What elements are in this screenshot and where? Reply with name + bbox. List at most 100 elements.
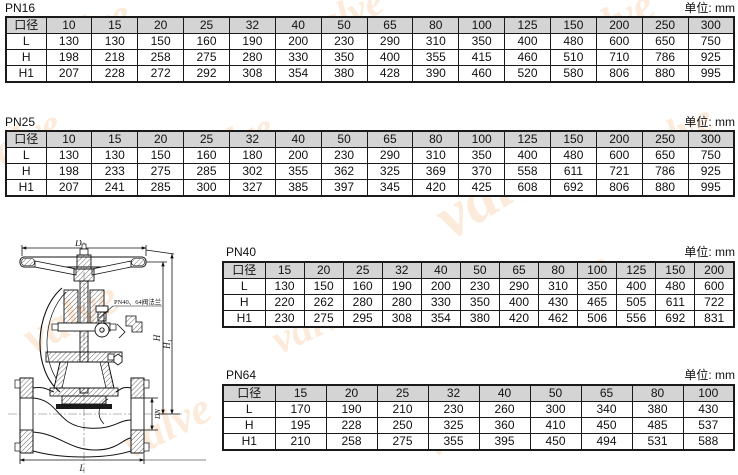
value-cell: 450 (580, 417, 633, 434)
yoke-arm (39, 287, 63, 393)
header-row: 口径 10 15 20 25 32 40 50 65 80 100 125 150 200 250 300 (5, 16, 735, 34)
value-cell: 430 (682, 401, 735, 418)
value-cell: 130 (264, 278, 305, 295)
size-header-cell: 150 (549, 16, 597, 34)
value-cell: 300 (529, 401, 582, 418)
value-cell: 806 (595, 179, 643, 197)
value-cell: 350 (458, 33, 506, 50)
value-cell: 510 (549, 49, 597, 66)
value-cell: 925 (687, 163, 735, 180)
value-cell: 275 (303, 310, 344, 328)
dim-label-h1: H₁ (162, 339, 172, 350)
size-header-cell: 25 (183, 130, 230, 148)
value-cell: 420 (412, 179, 460, 197)
value-cell: 650 (641, 33, 689, 50)
value-cell: 250 (376, 417, 429, 434)
size-header-cell: 15 (91, 16, 139, 34)
dim-label-h: H (152, 334, 162, 342)
size-header-cell: 50 (320, 130, 368, 148)
value-cell: 230 (320, 33, 368, 50)
value-cell: 207 (45, 179, 93, 197)
unit-label-pn40: 单位: mm (684, 245, 735, 259)
value-cell: 198 (45, 49, 93, 66)
value-cell: 345 (366, 179, 414, 197)
table-title-pn64: PN64 (226, 368, 257, 382)
table-row: H1 230 275 295 308 354 380 420 462 506 556 692 831 (222, 310, 735, 328)
value-cell: 258 (137, 49, 185, 66)
value-cell: 218 (91, 49, 139, 66)
flange-detail (125, 315, 143, 333)
row-label-cell: H1 (222, 310, 266, 328)
value-cell: 380 (320, 65, 368, 83)
size-header-cell: 125 (504, 130, 551, 148)
header-row: 口径 10 15 20 25 32 40 50 65 80 100 125 150 200 250 300 (5, 130, 735, 148)
value-cell: 350 (458, 147, 506, 164)
value-cell: 537 (682, 417, 735, 434)
value-cell: 354 (274, 65, 322, 83)
value-cell: 556 (616, 310, 657, 328)
table-title-pn16: PN16 (5, 1, 36, 15)
value-cell: 692 (655, 310, 696, 328)
value-cell: 350 (320, 49, 368, 66)
value-cell: 325 (427, 417, 480, 434)
value-cell: 806 (595, 65, 643, 83)
value-cell: 228 (91, 65, 139, 83)
value-cell: 400 (504, 147, 551, 164)
value-cell: 308 (228, 65, 276, 83)
table-row: H1 207 241 285 300 327 385 397 345 420 425 608 692 80… (5, 179, 735, 197)
value-cell: 611 (549, 163, 597, 180)
value-cell: 400 (616, 278, 657, 295)
value-cell: 410 (529, 417, 582, 434)
value-cell: 210 (376, 401, 429, 418)
value-cell: 295 (342, 310, 383, 328)
size-header-cell: 80 (412, 130, 460, 148)
value-cell: 290 (366, 33, 414, 50)
value-cell: 400 (498, 294, 540, 311)
value-cell: 786 (641, 49, 689, 66)
table-row: L 130 150 160 190 200 230 290 310 350 400 480 600 (222, 278, 735, 295)
value-cell: 190 (228, 33, 276, 50)
dimension-l (19, 454, 206, 464)
value-cell: 200 (274, 33, 322, 50)
size-header-cell: 10 (45, 130, 93, 148)
size-header-cell: 32 (228, 130, 276, 148)
value-cell: 260 (478, 401, 531, 418)
size-header-cell: 125 (504, 16, 551, 34)
value-cell: 258 (325, 433, 378, 451)
value-cell: 400 (504, 33, 551, 50)
flange-note: PN40、64阀法兰 (98, 297, 162, 339)
value-cell: 160 (342, 278, 383, 295)
row-label-cell: L (5, 147, 47, 164)
value-cell: 420 (498, 310, 540, 328)
size-header-cell: 20 (137, 16, 185, 34)
spec-table-pn25: 口径 10 15 20 25 32 40 50 65 80 100 125 150 200 250 300 L 1… (5, 130, 735, 197)
value-cell: 355 (412, 49, 460, 66)
size-header-cell: 40 (420, 261, 461, 279)
value-cell: 460 (458, 65, 506, 83)
size-header-cell: 50 (320, 16, 368, 34)
value-cell: 275 (376, 433, 429, 451)
value-cell: 292 (183, 65, 230, 83)
value-cell: 995 (687, 179, 735, 197)
value-cell: 340 (580, 401, 633, 418)
value-cell: 130 (91, 147, 139, 164)
value-cell: 425 (458, 179, 506, 197)
value-cell: 600 (595, 33, 643, 50)
value-cell: 200 (420, 278, 461, 295)
value-cell: 180 (228, 147, 276, 164)
size-header-cell: 15 (264, 261, 305, 279)
size-header-cell: 65 (366, 130, 414, 148)
handwheel (19, 243, 147, 282)
table-row: H 220 262 280 280 330 350 400 430 465 505 611 722 (222, 294, 735, 311)
value-cell: 925 (687, 49, 735, 66)
value-cell: 210 (274, 433, 327, 451)
value-cell: 722 (694, 294, 735, 311)
table-title-pn40: PN40 (226, 245, 257, 259)
row-label-cell: L (222, 278, 266, 295)
value-cell: 330 (420, 294, 461, 311)
value-cell: 380 (631, 401, 684, 418)
value-cell: 480 (549, 33, 597, 50)
size-header-cell: 65 (580, 384, 633, 402)
value-cell: 580 (549, 65, 597, 83)
unit-label-pn16: 单位: mm (684, 1, 735, 15)
